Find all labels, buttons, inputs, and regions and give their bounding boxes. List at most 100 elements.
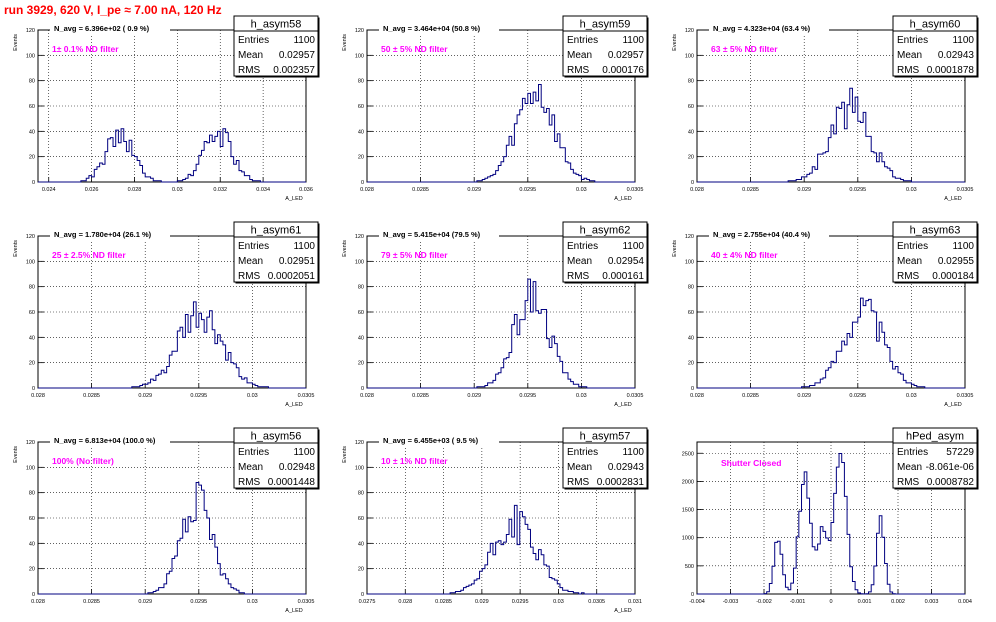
x-tick-label: 0.003: [925, 599, 939, 605]
stats-value: 0.02957: [608, 50, 645, 61]
stats-box-frame: [892, 221, 978, 283]
navg-label-bg: [50, 228, 170, 240]
stats-box-title: h_asym56: [251, 431, 302, 443]
stats-value: 1100: [952, 35, 974, 46]
stats-box: h_asym59 Entries 1100 Mean 0.02957 RMS 0.00017…: [562, 15, 649, 78]
stats-box-frame: [233, 427, 319, 489]
histogram-panel-h_asym59: 0.028 0.0285 0.029 0.0295 0.03 0.0305 0 20 40 60 8…: [342, 15, 649, 202]
stats-box-frame: [892, 427, 978, 489]
navg-label-bg: [379, 228, 499, 240]
histogram-series: [697, 297, 965, 389]
y-tick-label: 80: [358, 285, 364, 291]
stats-box-frame: [892, 15, 978, 77]
x-tick-label: 0.028: [31, 393, 45, 399]
stats-label: Mean: [238, 50, 263, 61]
x-tick-label: 0.0305: [298, 393, 315, 399]
x-tick-label: 0.024: [42, 187, 56, 193]
stats-box-title: h_asym62: [580, 225, 631, 237]
stats-label: Mean: [897, 256, 922, 267]
x-tick-label: 0.028: [690, 187, 704, 193]
stats-box-title: h_asym57: [580, 431, 631, 443]
x-tick-label: 0.029: [138, 599, 152, 605]
filter-annotation: 10 ± 1% ND filter: [381, 456, 448, 466]
y-tick-label: 100: [355, 465, 364, 471]
x-tick-label: 0.0295: [190, 393, 207, 399]
y-tick-label: 100: [26, 259, 35, 265]
stats-value: 0.000161: [602, 271, 644, 282]
stats-value: 0.0002051: [268, 271, 316, 282]
y-tick-label: 60: [358, 516, 364, 522]
y-tick-label: 40: [29, 335, 35, 341]
stats-box-frame: [562, 15, 648, 77]
x-tick-label: -0.001: [790, 599, 806, 605]
x-tick-label: 0.0275: [359, 599, 376, 605]
stats-box-title: hPed_asym: [906, 431, 964, 443]
stats-box-title: h_asym60: [910, 19, 961, 31]
stats-label: RMS: [238, 271, 261, 282]
y-tick-label: 40: [688, 335, 694, 341]
stats-label: RMS: [567, 65, 590, 76]
y-axis-title: Events: [13, 446, 19, 463]
y-tick-label: 60: [29, 104, 35, 110]
y-tick-label: 80: [29, 79, 35, 85]
stats-label: RMS: [897, 65, 920, 76]
stats-box-frame: [233, 221, 319, 283]
x-tick-label: 0.03: [576, 187, 587, 193]
navg-label-bg: [379, 434, 499, 446]
x-axis-title: A_LED: [614, 196, 631, 202]
y-tick-label: 1000: [682, 536, 694, 542]
y-tick-label: 120: [685, 234, 694, 240]
y-tick-label: 40: [688, 129, 694, 135]
y-tick-label: 0: [691, 386, 694, 392]
x-tick-label: 0.0285: [412, 187, 429, 193]
stats-label: Mean: [238, 462, 263, 473]
x-tick-label: 0.0295: [190, 599, 207, 605]
y-tick-label: 80: [358, 491, 364, 497]
histogram-series: [697, 453, 965, 595]
stats-value: 0.02954: [608, 256, 645, 267]
stats-label: RMS: [238, 65, 261, 76]
stats-box: h_asym60 Entries 1100 Mean 0.02943 RMS 0.00018…: [892, 15, 979, 78]
histogram-series: [367, 504, 635, 595]
stats-label: Entries: [567, 35, 598, 46]
stats-box-title: h_asym59: [580, 19, 631, 31]
y-tick-label: 60: [688, 104, 694, 110]
y-tick-label: 80: [29, 285, 35, 291]
y-tick-label: 100: [26, 53, 35, 59]
navg-label: N_avg = 6.813e+04 (100.0 %): [54, 436, 156, 445]
stats-label: RMS: [897, 271, 920, 282]
stats-box: h_asym62 Entries 1100 Mean 0.02954 RMS 0.00016…: [562, 221, 649, 284]
stats-value: 0.0001878: [927, 65, 975, 76]
stats-box-frame: [233, 15, 319, 77]
x-tick-label: 0: [829, 599, 832, 605]
y-tick-label: 0: [32, 386, 35, 392]
x-tick-label: -0.004: [689, 599, 705, 605]
y-tick-label: 100: [355, 53, 364, 59]
x-tick-label: 0.0305: [298, 599, 315, 605]
y-axis-title: Events: [342, 34, 348, 51]
y-tick-label: 1500: [682, 508, 694, 514]
x-tick-label: 0.03: [247, 393, 258, 399]
y-tick-label: 2500: [682, 451, 694, 457]
x-tick-label: 0.0285: [83, 599, 100, 605]
y-tick-label: 120: [355, 28, 364, 34]
navg-label: N_avg = 5.415e+04 (79.5 %): [383, 230, 481, 239]
y-axis-title: Events: [13, 240, 19, 257]
y-tick-label: 60: [29, 310, 35, 316]
histogram-series: [38, 301, 306, 389]
stats-label: Mean: [567, 256, 592, 267]
x-axis-title: A_LED: [944, 196, 961, 202]
stats-label: RMS: [238, 477, 261, 488]
stats-value: 1100: [293, 447, 315, 458]
x-tick-label: 0.0305: [957, 187, 974, 193]
y-axis-title: Events: [672, 34, 678, 51]
y-tick-label: 40: [358, 541, 364, 547]
y-tick-label: 40: [29, 129, 35, 135]
histogram-panel-h_asym62: 0.028 0.0285 0.029 0.0295 0.03 0.0305 0 20 40 60 8…: [342, 221, 649, 408]
x-axis-title: A_LED: [285, 402, 302, 408]
y-tick-label: 120: [685, 28, 694, 34]
stats-value: 0.02957: [279, 50, 316, 61]
y-tick-label: 100: [26, 465, 35, 471]
stats-label: RMS: [567, 477, 590, 488]
x-axis-title: A_LED: [285, 608, 302, 614]
